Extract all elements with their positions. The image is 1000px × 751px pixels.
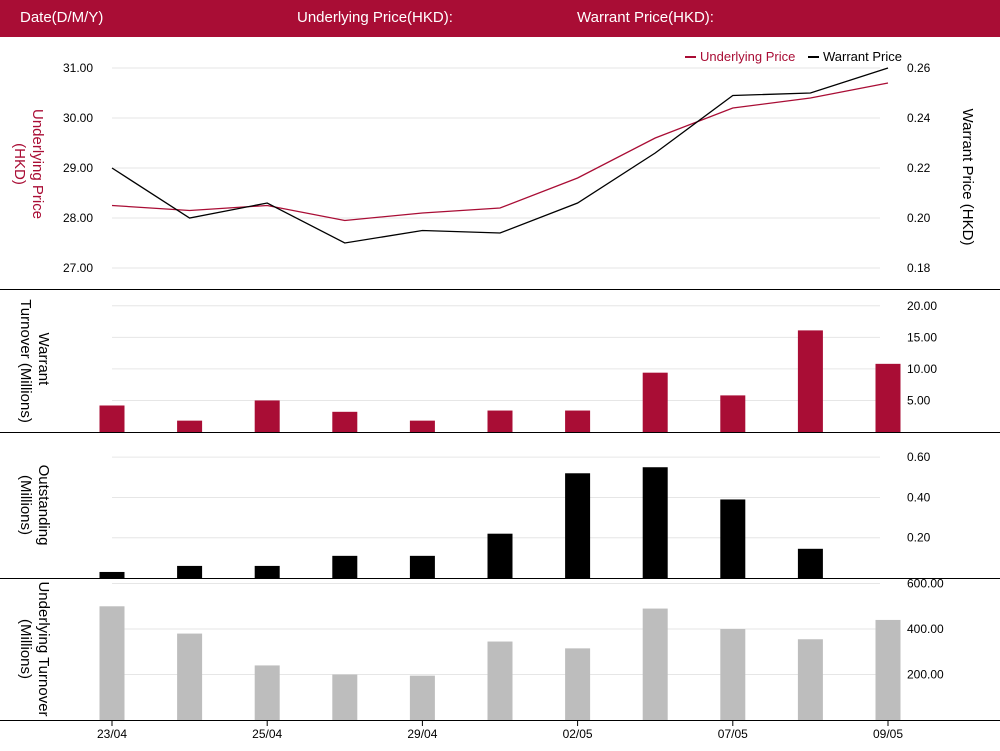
warrant-turnover-tick-label: 10.00	[907, 362, 937, 376]
outstanding-bar	[797, 548, 823, 578]
warrant-turnover-bar	[720, 395, 746, 432]
outstanding-bar	[487, 533, 513, 578]
warrant-turnover-axis-title: Warrant Turnover (Millions)	[17, 299, 52, 423]
outstanding-tick-label: 0.40	[907, 490, 931, 504]
warrant-chart: 27.00 28.00 29.00 30.00 31.00 0.18 0.20 0.22 0.2…	[0, 49, 1000, 741]
x-tick-label: 09/05	[873, 727, 903, 741]
outstanding-tick-label: 0.60	[907, 450, 931, 464]
warrant-turnover-bar	[177, 420, 203, 432]
warrant-turnover-bar	[565, 410, 591, 432]
outstanding-bar	[720, 499, 746, 578]
outstanding-bar	[332, 555, 358, 578]
warrant-turnover-bar	[332, 411, 358, 432]
outstanding-bar	[565, 473, 591, 578]
left-tick-label: 28.00	[63, 211, 93, 225]
warrant-turnover-bar	[875, 363, 901, 432]
outstanding-bar	[177, 565, 203, 578]
x-tick-label: 25/04	[252, 727, 282, 741]
outstanding-bar	[99, 571, 125, 578]
underlying-turnover-bar	[99, 606, 125, 720]
right-tick-label: 0.24	[907, 111, 931, 125]
outstanding-tick-label: 0.20	[907, 531, 931, 545]
outstanding-axis-title: Outstanding(Millions)	[17, 465, 52, 546]
legend-label-warrant: Warrant Price	[823, 49, 902, 64]
underlying-price-label: Underlying Price(HKD):	[297, 9, 453, 26]
right-tick-label: 0.26	[907, 61, 931, 75]
warrant-turnover-bar	[99, 405, 125, 432]
data-header-bar: Date(D/M/Y) Underlying Price(HKD): Warra…	[0, 0, 1000, 37]
underlying-turnover-bar	[642, 608, 668, 720]
date-label: Date(D/M/Y)	[20, 9, 104, 26]
warrant-turnover-bar	[254, 400, 280, 432]
x-tick-label: 29/04	[407, 727, 437, 741]
warrant-price-line	[111, 67, 889, 244]
underlying-turnover-tick-label: 600.00	[907, 577, 944, 591]
warrant-turnover-bar	[409, 420, 435, 432]
underlying-turnover-tick-label: 200.00	[907, 668, 944, 682]
left-tick-label: 27.00	[63, 261, 93, 275]
warrant-turnover-bar	[487, 410, 513, 432]
warrant-turnover-tick-label: 5.00	[907, 393, 931, 407]
left-tick-label: 30.00	[63, 111, 93, 125]
right-tick-label: 0.22	[907, 161, 931, 175]
x-tick-label: 23/04	[97, 727, 127, 741]
underlying-turnover-tick-label: 400.00	[907, 622, 944, 636]
warrant-turnover-bar	[797, 330, 823, 432]
right-axis-title: Warrant Price (HKD)	[959, 109, 976, 246]
warrant-turnover-tick-label: 20.00	[907, 299, 937, 313]
x-tick-label: 02/05	[563, 727, 593, 741]
underlying-turnover-axis-title: Underlying Turnover(Millions)	[17, 581, 52, 716]
underlying-turnover-bar	[797, 639, 823, 720]
warrant-price-label: Warrant Price(HKD):	[577, 9, 714, 26]
outstanding-bar	[254, 565, 280, 578]
left-axis-title: Underlying Price(HKD)	[11, 109, 46, 219]
underlying-turnover-bar	[565, 648, 591, 720]
outstanding-bar	[642, 467, 668, 578]
underlying-turnover-bar	[177, 633, 203, 720]
underlying-turnover-bar	[875, 619, 901, 720]
warrant-turnover-bar	[642, 372, 668, 432]
left-tick-label: 29.00	[63, 161, 93, 175]
underlying-turnover-bar	[409, 675, 435, 720]
legend-label-underlying: Underlying Price	[700, 49, 795, 64]
underlying-turnover-bar	[720, 629, 746, 720]
underlying-turnover-bar	[487, 641, 513, 720]
underlying-turnover-bar	[332, 674, 358, 720]
x-tick-label: 07/05	[718, 727, 748, 741]
outstanding-bar	[409, 555, 435, 578]
underlying-price-line	[111, 82, 889, 222]
left-tick-label: 31.00	[63, 61, 93, 75]
right-tick-label: 0.18	[907, 261, 931, 275]
right-tick-label: 0.20	[907, 211, 931, 225]
warrant-turnover-tick-label: 15.00	[907, 330, 937, 344]
underlying-turnover-bar	[254, 665, 280, 720]
